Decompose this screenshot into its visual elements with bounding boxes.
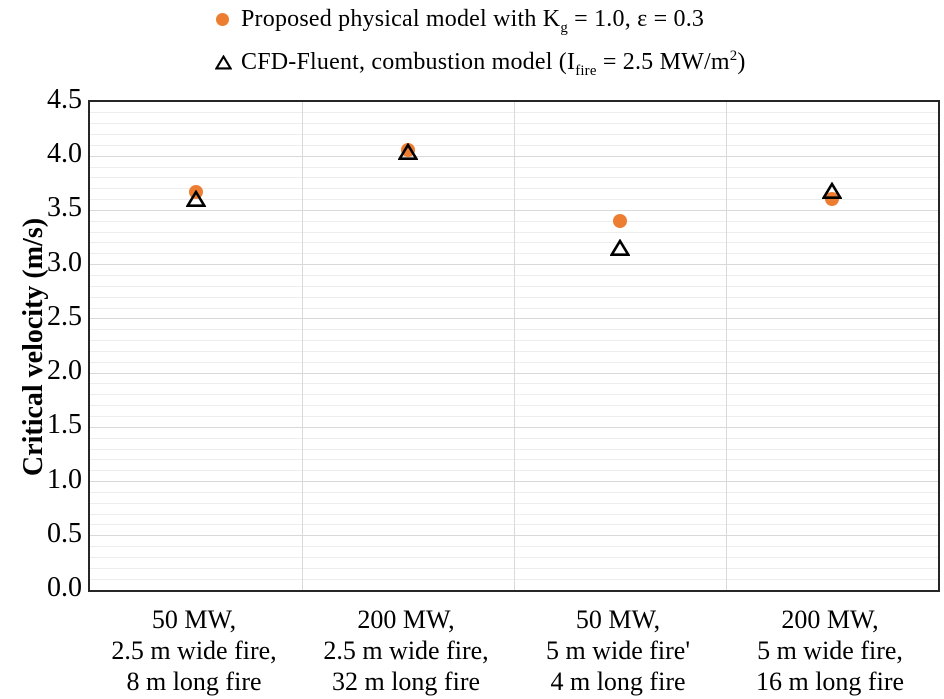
open-triangle-icon: [215, 54, 241, 70]
y-tick-label: 1.5: [47, 409, 82, 441]
y-tick-label: 3.0: [47, 246, 82, 278]
legend-label-proposed-model: Proposed physical model with Kg = 1.0, ε…: [241, 5, 705, 36]
x-category-label: 50 MW, 2.5 m wide fire, 8 m long fire: [88, 604, 300, 697]
y-tick-label: 3.5: [47, 192, 82, 224]
category-separator-gridline: [513, 102, 515, 590]
y-tick-label: 4.5: [47, 84, 82, 115]
x-category-label: 200 MW, 5 m wide fire, 16 m long fire: [724, 604, 936, 697]
category-separator-gridline: [301, 102, 303, 590]
y-tick-label: 0.0: [47, 572, 82, 603]
data-point-triangle: [821, 181, 843, 200]
x-category-label-line: 16 m long fire: [755, 667, 905, 696]
data-point-triangle: [185, 188, 207, 208]
x-category-label-line: 50 MW,: [575, 605, 661, 634]
x-category-label-line: 8 m long fire: [126, 667, 262, 696]
x-category-label-line: 32 m long fire: [331, 667, 481, 696]
y-axis-title: Critical velocity (m/s): [18, 217, 49, 477]
data-point-circle: [613, 214, 627, 229]
y-tick-label: 1.0: [47, 463, 82, 495]
x-category-label-line: 50 MW,: [151, 605, 237, 634]
y-tick-label: 4.0: [47, 138, 82, 170]
plot-area: [88, 100, 940, 592]
x-category-label-line: 5 m wide fire': [545, 636, 691, 665]
x-category-label-line: 200 MW,: [781, 605, 879, 634]
category-separator-gridline: [725, 102, 727, 590]
y-tick-label: 2.5: [47, 300, 82, 332]
data-point-triangle: [609, 238, 631, 257]
data-point-triangle: [397, 142, 419, 161]
data-point-circle: [401, 142, 415, 157]
x-category-label: 200 MW, 2.5 m wide fire, 32 m long fire: [300, 604, 512, 697]
y-tick-label: 0.5: [47, 517, 82, 549]
x-category-label-line: 200 MW,: [357, 605, 455, 634]
x-category-label-line: 2.5 m wide fire,: [111, 636, 277, 665]
x-category-label-line: 5 m wide fire,: [757, 636, 903, 665]
x-category-label: 50 MW, 5 m wide fire' 4 m long fire: [512, 604, 724, 697]
filled-circle-icon: [215, 12, 241, 26]
x-category-label-line: 4 m long fire: [550, 667, 686, 696]
legend-item-proposed-model: Proposed physical model with Kg = 1.0, ε…: [215, 0, 746, 38]
legend-item-cfd-fluent: CFD-Fluent, combustion model (Ifire = 2.…: [215, 43, 746, 81]
y-tick-label: 2.0: [47, 355, 82, 387]
chart-legend: Proposed physical model with Kg = 1.0, ε…: [215, 0, 746, 86]
x-category-label-line: 2.5 m wide fire,: [323, 636, 489, 665]
legend-label-cfd-fluent: CFD-Fluent, combustion model (Ifire = 2.…: [241, 47, 746, 79]
